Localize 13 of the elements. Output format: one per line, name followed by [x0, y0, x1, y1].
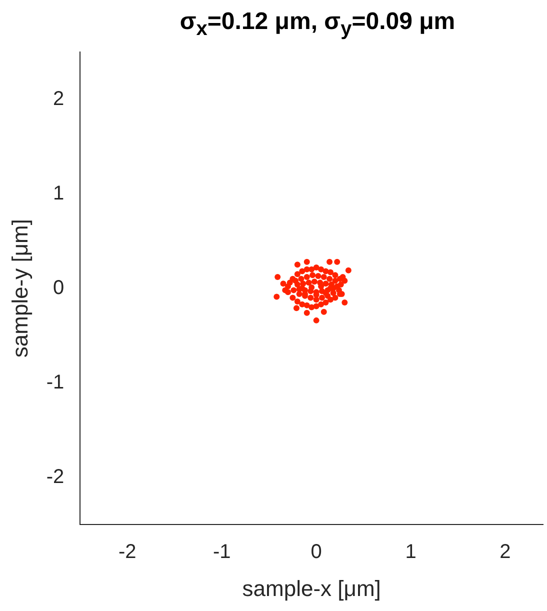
x-tick-label: 2 — [500, 541, 511, 564]
y-tick-label: -2 — [46, 466, 64, 488]
chart-title: σ$_{x}$=0.12 μm, σ$_{y}$=0.09 μm — [178, 8, 456, 41]
y-tick-label: 2 — [53, 88, 64, 110]
x-axis-title: sample-x [μm] — [242, 576, 381, 601]
x-tick-label: 0 — [310, 541, 322, 564]
y-axis-title: sample-y [μm] — [7, 219, 32, 358]
y-tick-label: 0 — [53, 276, 64, 299]
y-tick-label: 1 — [53, 182, 64, 204]
y-tick-label: -1 — [46, 371, 64, 394]
x-tick-label: -1 — [212, 541, 231, 564]
x-tick-label: -2 — [118, 541, 136, 564]
x-tick-label: 1 — [405, 541, 416, 564]
